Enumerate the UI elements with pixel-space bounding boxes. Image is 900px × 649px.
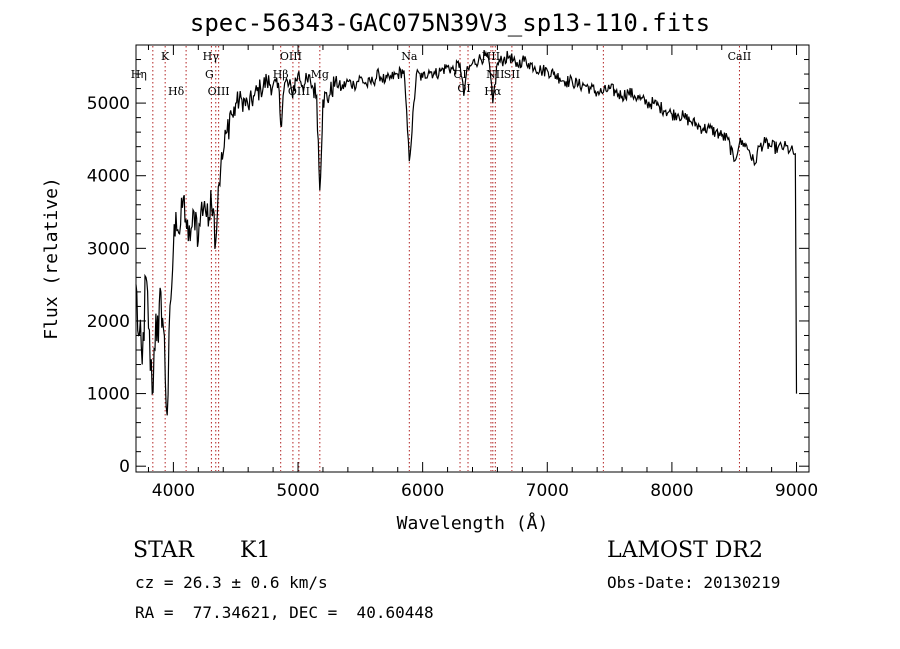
y-axis-label: Flux (relative) (41, 177, 62, 340)
line-label: CaII (728, 50, 752, 63)
y-tick-label: 2000 (87, 312, 130, 332)
y-tick-label: 5000 (87, 94, 130, 114)
coordinates-readout: RA = 77.34621, DEC = 40.60448 (135, 603, 434, 622)
axis-ticks-layer: 4000 5000 6000 7000 8000 9000 0 1000 2000 3000 400… (87, 45, 818, 501)
line-label: OI (457, 82, 470, 95)
plot-frame (135, 44, 810, 473)
line-label: SII (504, 68, 520, 81)
line-label: Hδ (168, 85, 185, 98)
object-subclass: K1 (240, 538, 271, 563)
y-tick-label: 3000 (87, 239, 130, 259)
line-label: G (205, 68, 214, 81)
x-tick-label: 4000 (152, 481, 195, 501)
page-title: spec-56343-GAC075N39V3_sp13-110.fits (189, 9, 711, 37)
obs-date: Obs-Date: 20130219 (607, 573, 781, 592)
line-label: NII (482, 50, 500, 63)
line-label: OIII (208, 85, 230, 98)
redshift-readout: cz = 26.3 ± 0.6 km/s (135, 573, 328, 592)
x-tick-label: 5000 (276, 481, 319, 501)
line-label: Hβ (273, 68, 289, 81)
line-label: Hα (484, 85, 502, 98)
line-label: Na (401, 50, 418, 63)
y-tick-label: 0 (119, 457, 130, 477)
spectral-lines-layer (152, 46, 740, 471)
line-label: OIII (280, 50, 302, 63)
survey-name: LAMOST DR2 (607, 538, 763, 563)
line-label: NII (486, 68, 504, 81)
y-tick-label: 4000 (87, 167, 130, 187)
line-label: K (161, 50, 170, 63)
spectrum-line (135, 50, 798, 416)
line-label: OI (453, 68, 466, 81)
x-tick-label: 9000 (775, 481, 818, 501)
object-class: STAR (133, 538, 194, 563)
line-label: Hη (131, 68, 147, 81)
line-label: Hγ (203, 50, 220, 63)
x-tick-label: 8000 (650, 481, 693, 501)
x-tick-label: 7000 (526, 481, 569, 501)
y-tick-label: 1000 (87, 385, 130, 405)
x-tick-label: 6000 (401, 481, 444, 501)
line-label: OIII (288, 85, 310, 98)
line-label: Mg (311, 68, 329, 81)
x-axis-label: Wavelength (Å) (397, 512, 549, 534)
